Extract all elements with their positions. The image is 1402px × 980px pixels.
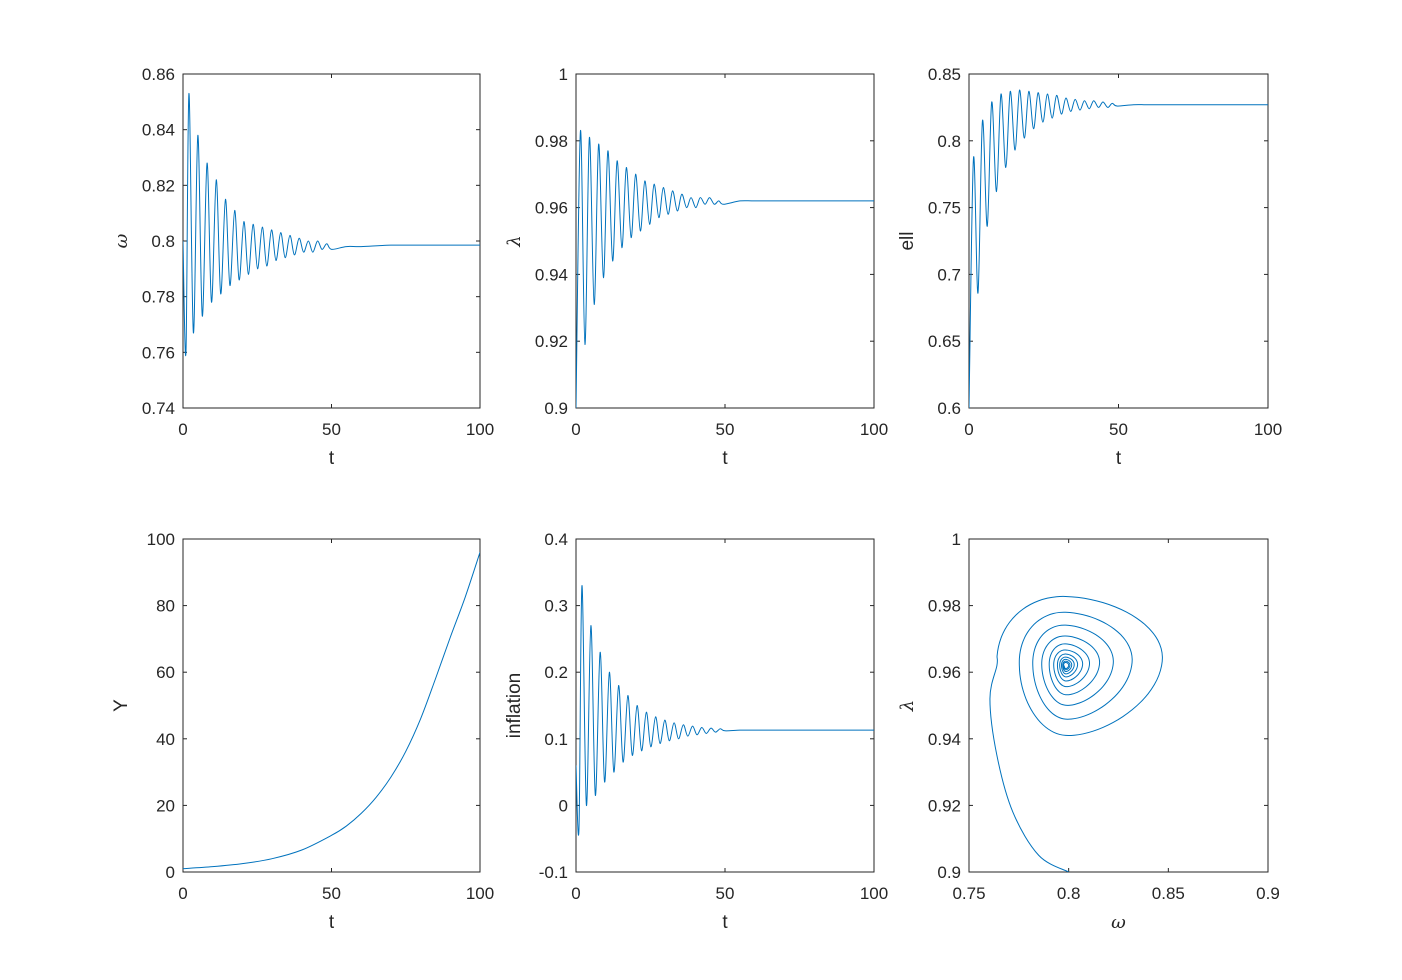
y-tick-label: 80 <box>156 597 175 616</box>
x-tick-label: 0 <box>571 884 580 903</box>
x-tick-label: 50 <box>716 884 735 903</box>
y-tick-label: 0.8 <box>151 232 175 251</box>
x-tick-label: 0.8 <box>1057 884 1081 903</box>
x-tick-label: 50 <box>716 420 735 439</box>
y-tick-label: 0.7 <box>937 265 961 284</box>
y-tick-label: 1 <box>952 530 961 549</box>
y-tick-label: 0.78 <box>142 288 175 307</box>
x-tick-label: 100 <box>1254 420 1282 439</box>
y-tick-label: 40 <box>156 730 175 749</box>
y-tick-label: 0.82 <box>142 176 175 195</box>
x-tick-label: 0 <box>964 420 973 439</box>
y-tick-label: 0.2 <box>544 663 568 682</box>
y-tick-label: 0.96 <box>928 663 961 682</box>
y-axis-label: λ <box>504 235 525 247</box>
y-tick-label: 0.75 <box>928 199 961 218</box>
y-tick-label: 0 <box>559 796 568 815</box>
subplot-6: 0.75 0.8 0.85 0.9 0.9 0.92 0.94 0.96 0.98 1 ω λ <box>897 530 1280 933</box>
subplot-2: 0 50 100 0.9 0.92 0.94 0.96 0.98 1 t λ <box>504 65 888 469</box>
y-tick-label: 0.92 <box>535 332 568 351</box>
subplot-4: 0 50 100 0 20 40 60 80 100 t Y <box>111 530 494 933</box>
y-axis-label: ω <box>111 233 132 248</box>
y-tick-label: 0.76 <box>142 343 175 362</box>
plot-area-frame <box>575 538 875 873</box>
y-tick-label: 60 <box>156 663 175 682</box>
phase-orbit-line <box>989 595 1163 872</box>
plot-area-frame <box>575 73 875 409</box>
y-tick-label: 0 <box>166 863 175 882</box>
series-line <box>576 130 874 408</box>
x-axis-label: ω <box>1111 912 1126 933</box>
x-tick-label: 100 <box>466 884 494 903</box>
x-tick-label: 0 <box>178 884 187 903</box>
y-tick-label: 0.8 <box>937 132 961 151</box>
y-tick-label: -0.1 <box>539 863 568 882</box>
plot-area-frame <box>968 73 1269 409</box>
y-tick-label: 0.96 <box>535 199 568 218</box>
y-tick-label: 0.98 <box>928 597 961 616</box>
x-tick-label: 100 <box>860 420 888 439</box>
y-axis-label: Y <box>111 699 132 712</box>
y-tick-label: 0.1 <box>544 730 568 749</box>
x-tick-label: 0 <box>178 420 187 439</box>
y-tick-label: 0.84 <box>142 121 175 140</box>
y-tick-label: 0.3 <box>544 597 568 616</box>
x-tick-label: 100 <box>466 420 494 439</box>
x-axis-label: t <box>329 912 335 933</box>
x-tick-label: 100 <box>860 884 888 903</box>
x-tick-label: 0 <box>571 420 580 439</box>
x-tick-label: 50 <box>1109 420 1128 439</box>
y-tick-label: 0.4 <box>544 530 568 549</box>
x-tick-label: 50 <box>322 884 341 903</box>
x-tick-label: 50 <box>322 420 341 439</box>
y-tick-label: 0.65 <box>928 332 961 351</box>
y-tick-label: 1 <box>559 65 568 84</box>
plot-area-frame <box>182 538 481 873</box>
x-axis-label: t <box>1116 448 1122 469</box>
plot-area-frame <box>968 538 1269 873</box>
subplot-1: 0 50 100 0.74 0.76 0.78 0.8 0.82 0.84 0.86 t ω <box>111 65 494 469</box>
x-tick-label: 0.75 <box>952 884 985 903</box>
y-axis-label: inflation <box>504 673 525 739</box>
y-tick-label: 0.98 <box>535 132 568 151</box>
x-axis-label: t <box>329 448 335 469</box>
y-axis-label: λ <box>897 700 918 712</box>
y-tick-label: 0.94 <box>928 730 961 749</box>
subplot-3: 0 50 100 0.6 0.65 0.7 0.75 0.8 0.85 t ell <box>897 65 1282 469</box>
x-tick-label: 0.9 <box>1256 884 1280 903</box>
y-tick-label: 100 <box>147 530 175 549</box>
y-tick-label: 0.86 <box>142 65 175 84</box>
y-tick-label: 0.6 <box>937 399 961 418</box>
x-axis-label: t <box>722 448 728 469</box>
series-line <box>183 552 480 870</box>
x-axis-label: t <box>722 912 728 933</box>
y-tick-label: 0.74 <box>142 399 175 418</box>
y-tick-label: 0.92 <box>928 796 961 815</box>
y-tick-label: 0.85 <box>928 65 961 84</box>
y-axis-label: ell <box>897 231 918 250</box>
y-tick-label: 20 <box>156 796 175 815</box>
y-tick-label: 0.9 <box>544 399 568 418</box>
series-line <box>969 89 1268 408</box>
series-line <box>183 92 480 357</box>
y-tick-label: 0.9 <box>937 863 961 882</box>
y-tick-label: 0.94 <box>535 265 568 284</box>
x-tick-label: 0.85 <box>1152 884 1185 903</box>
series-line <box>576 585 874 836</box>
